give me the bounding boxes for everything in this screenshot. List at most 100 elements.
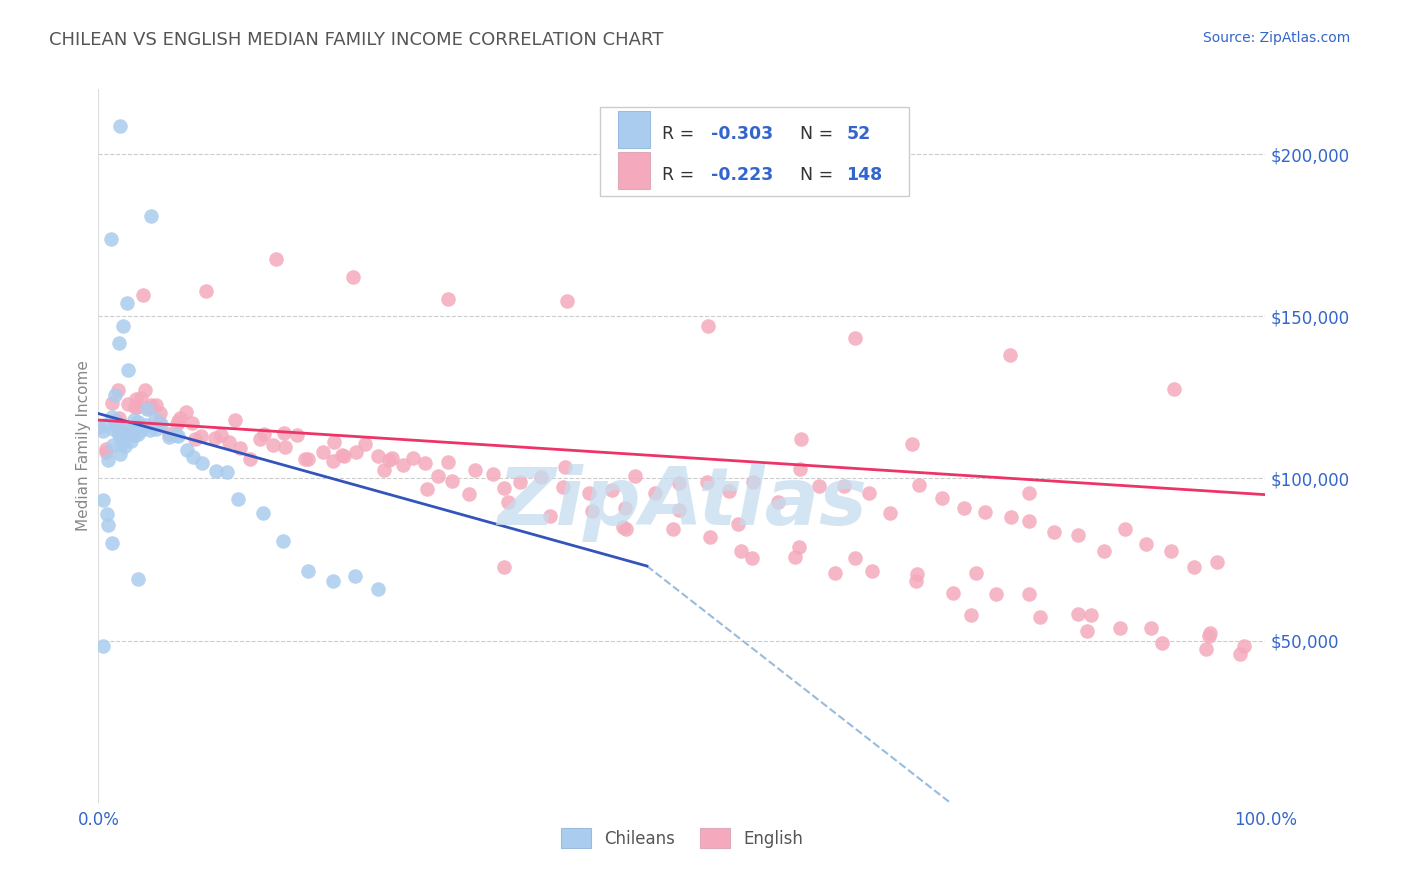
Point: [553, 480, 575, 494]
Point: [322, 454, 344, 468]
FancyBboxPatch shape: [617, 112, 651, 148]
Point: [668, 503, 690, 517]
Point: [496, 495, 519, 509]
Point: [239, 451, 262, 466]
Point: [176, 442, 198, 457]
Point: [127, 427, 149, 442]
Point: [727, 517, 749, 532]
Point: [644, 485, 666, 500]
Point: [807, 479, 830, 493]
Point: [373, 463, 395, 477]
Point: [741, 550, 763, 565]
Point: [1067, 607, 1090, 621]
Point: [125, 392, 148, 406]
Point: [1160, 544, 1182, 558]
Point: [224, 413, 246, 427]
Point: [165, 427, 187, 442]
Point: [117, 397, 139, 411]
Point: [183, 432, 205, 446]
Point: [1043, 524, 1066, 539]
Point: [342, 269, 364, 284]
Point: [1018, 587, 1040, 601]
Point: [742, 475, 765, 489]
Point: [1206, 556, 1229, 570]
Point: [787, 540, 810, 554]
Point: [367, 449, 389, 463]
Point: [166, 417, 188, 432]
Point: [1198, 629, 1220, 643]
Point: [96, 507, 118, 521]
Point: [108, 425, 131, 440]
Point: [228, 492, 250, 507]
Point: [97, 453, 120, 467]
Point: [437, 292, 460, 306]
Text: N =: N =: [800, 166, 838, 184]
Point: [120, 434, 142, 449]
Point: [218, 435, 240, 450]
Point: [492, 560, 515, 574]
Point: [401, 450, 423, 465]
Point: [108, 335, 131, 350]
Point: [228, 441, 250, 455]
Point: [273, 534, 295, 549]
Point: [157, 430, 180, 444]
Text: R =: R =: [662, 125, 700, 143]
Point: [457, 487, 479, 501]
Point: [332, 449, 354, 463]
Point: [297, 564, 319, 578]
Point: [127, 572, 149, 586]
FancyBboxPatch shape: [600, 107, 910, 196]
Point: [139, 398, 162, 412]
Point: [1092, 544, 1115, 558]
Point: [115, 420, 138, 434]
Point: [96, 445, 118, 459]
Point: [103, 438, 125, 452]
Point: [149, 406, 172, 420]
Point: [416, 482, 439, 496]
Text: 148: 148: [846, 166, 883, 184]
Point: [180, 416, 202, 430]
Point: [143, 412, 166, 426]
Point: [297, 452, 319, 467]
Point: [1229, 647, 1251, 661]
Point: [931, 491, 953, 506]
Point: [136, 401, 159, 416]
Point: [111, 424, 134, 438]
Point: [696, 475, 718, 489]
Point: [844, 331, 866, 345]
Point: [169, 410, 191, 425]
Point: [108, 428, 131, 442]
Point: [555, 294, 578, 309]
Point: [1067, 528, 1090, 542]
Point: [440, 474, 463, 488]
Point: [730, 544, 752, 558]
Point: [1150, 636, 1173, 650]
Point: [530, 469, 553, 483]
Point: [190, 429, 212, 443]
Point: [150, 417, 173, 431]
Point: [413, 456, 436, 470]
Point: [381, 450, 404, 465]
Point: [860, 564, 883, 578]
Point: [129, 391, 152, 405]
Point: [905, 574, 928, 589]
Point: [783, 549, 806, 564]
Text: -0.303: -0.303: [711, 125, 773, 143]
Point: [105, 414, 128, 428]
Point: [1139, 621, 1161, 635]
Point: [984, 587, 1007, 601]
Point: [100, 396, 122, 410]
Point: [824, 566, 846, 580]
Point: [901, 436, 924, 450]
Point: [100, 409, 122, 424]
Point: [538, 508, 561, 523]
Text: -0.223: -0.223: [711, 166, 773, 184]
Point: [274, 440, 297, 454]
Point: [581, 503, 603, 517]
Point: [91, 424, 114, 438]
Point: [1233, 639, 1256, 653]
Point: [623, 469, 645, 483]
Point: [1163, 382, 1185, 396]
Point: [124, 400, 146, 414]
Point: [367, 582, 389, 597]
